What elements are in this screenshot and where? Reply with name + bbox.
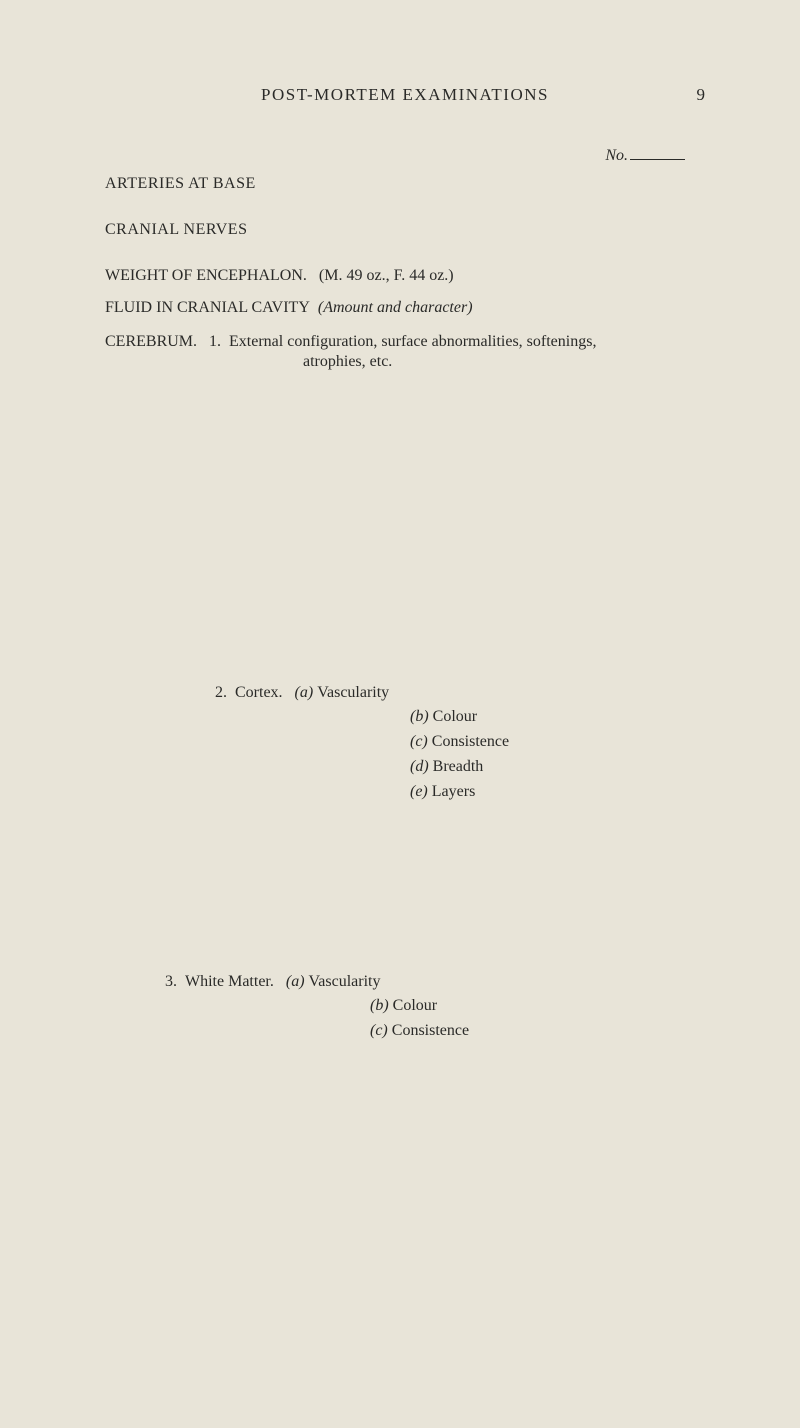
white-matter-block: 3. White Matter. (a) Vascularity (b) Col… [105, 970, 705, 1044]
fluid-parenthetical: (Amount and character) [318, 299, 473, 316]
weight-label: WEIGHT OF ENCEPHALON. [105, 267, 307, 284]
no-blank-rule [630, 159, 685, 160]
white-item-a-text: Vascularity [309, 973, 381, 990]
fluid-label: FLUID IN CRANIAL CAVITY [105, 299, 310, 316]
white-matter-label: White Matter. [185, 973, 274, 990]
cerebrum-block: CEREBRUM. 1. External configuration, sur… [105, 331, 705, 353]
cortex-item-b-label: (b) [410, 708, 429, 725]
white-item-b-label: (b) [370, 997, 389, 1014]
white-item-b-text: Colour [393, 997, 437, 1014]
weight-line: WEIGHT OF ENCEPHALON. (M. 49 oz., F. 44 … [105, 267, 705, 285]
fluid-line: FLUID IN CRANIAL CAVITY (Amount and char… [105, 299, 705, 317]
cortex-item-e-label: (e) [410, 783, 428, 800]
white-matter-number: 3. [165, 973, 177, 990]
cerebrum-text-line1: External configuration, surface abnormal… [229, 333, 596, 350]
cortex-item-a-label: (a) [295, 684, 314, 701]
document-number-field: No. [105, 147, 705, 165]
white-item-a-label: (a) [286, 973, 305, 990]
cortex-item-e-text: Layers [432, 783, 476, 800]
white-item-c-label: (c) [370, 1022, 388, 1039]
cortex-item-d-text: Breadth [433, 758, 484, 775]
running-title: POST-MORTEM EXAMINATIONS [105, 85, 705, 105]
page-number: 9 [697, 85, 706, 105]
cortex-item-d-label: (d) [410, 758, 429, 775]
cortex-item-b-text: Colour [433, 708, 477, 725]
cranial-nerves-heading: CRANIAL NERVES [105, 221, 705, 239]
page-header: POST-MORTEM EXAMINATIONS 9 [105, 85, 705, 105]
cortex-label: Cortex. [235, 684, 283, 701]
white-item-c-text: Consistence [392, 1022, 469, 1039]
cortex-block: 2. Cortex. (a) Vascularity (b) Colour (c… [105, 681, 705, 805]
cortex-item-c-text: Consistence [432, 733, 509, 750]
no-label: No. [605, 147, 628, 164]
cortex-item-c-label: (c) [410, 733, 428, 750]
cortex-item-a-text: Vascularity [317, 684, 389, 701]
cerebrum-label: CEREBRUM. [105, 333, 197, 350]
cortex-number: 2. [215, 684, 227, 701]
arteries-heading: ARTERIES AT BASE [105, 175, 705, 193]
weight-values: (M. 49 oz., F. 44 oz.) [319, 267, 454, 284]
cerebrum-item-number: 1. [209, 333, 221, 350]
cerebrum-text-line2: atrophies, etc. [105, 353, 705, 371]
